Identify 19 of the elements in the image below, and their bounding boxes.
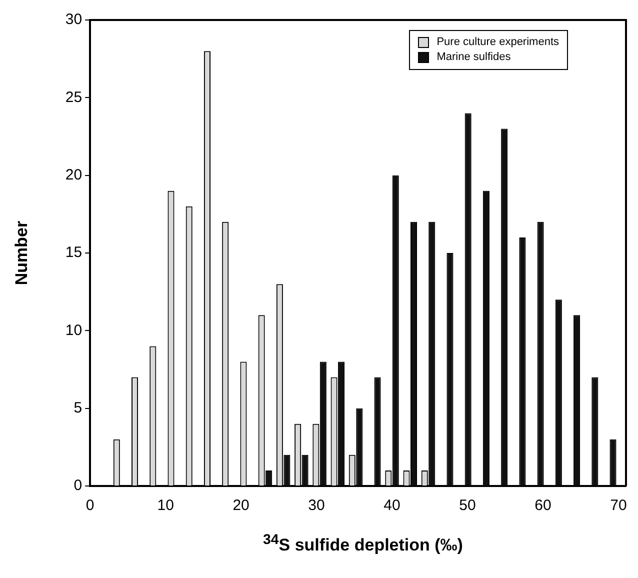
y-tick-label: 30 (65, 11, 82, 28)
x-axis-title: $^{34}$S sulfide depletion (‰) (262, 532, 464, 556)
y-tick-label: 0 (74, 477, 82, 494)
x-tick-label: 30 (308, 497, 325, 514)
x-tick-label: 40 (384, 497, 400, 514)
x-tick-label: 0 (86, 497, 94, 514)
legend-label: Pure culture experiments (436, 35, 559, 50)
x-tick-label: 70 (610, 497, 627, 514)
y-tick-label: 25 (65, 88, 82, 106)
x-tick-label: 50 (459, 497, 476, 514)
x-tick-label: 60 (534, 497, 552, 514)
x-tick-label: 10 (157, 497, 174, 514)
y-tick-label: 5 (74, 399, 82, 416)
y-axis-title: Number (12, 220, 31, 286)
y-tick-label: 20 (65, 166, 82, 184)
legend-label: Marine sulfides (436, 50, 511, 65)
y-tick-label: 15 (65, 244, 82, 262)
x-tick-label: 20 (232, 497, 250, 514)
y-tick-label: 10 (65, 322, 82, 339)
